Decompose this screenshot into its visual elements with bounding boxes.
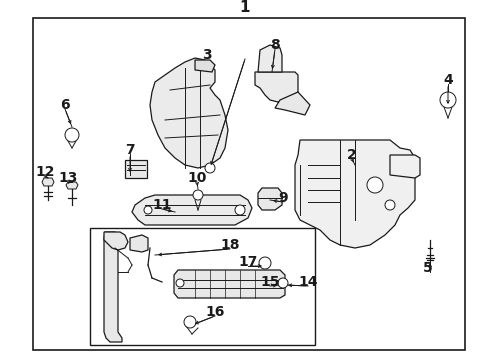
Circle shape [205,163,215,173]
Polygon shape [295,140,415,248]
Polygon shape [42,178,54,186]
Polygon shape [255,72,298,102]
Circle shape [184,316,196,328]
Text: 4: 4 [443,73,453,87]
Circle shape [259,257,271,269]
Text: 6: 6 [60,98,70,112]
Polygon shape [130,235,148,252]
Text: 3: 3 [202,48,212,62]
Text: 16: 16 [205,305,225,319]
Polygon shape [390,155,420,178]
Text: 7: 7 [125,143,135,157]
Polygon shape [195,60,215,72]
Circle shape [440,92,456,108]
Bar [90,228,315,345]
Circle shape [235,205,245,215]
Polygon shape [104,232,128,250]
Text: 2: 2 [347,148,357,162]
Text: 17: 17 [238,255,258,269]
Polygon shape [258,188,282,210]
Text: 1: 1 [240,0,250,15]
Circle shape [176,279,184,287]
Polygon shape [104,232,122,342]
Circle shape [385,200,395,210]
Polygon shape [66,182,78,189]
Text: 11: 11 [152,198,172,212]
Text: 15: 15 [260,275,280,289]
Text: 12: 12 [35,165,55,179]
Text: 18: 18 [220,238,240,252]
Circle shape [65,128,79,142]
Text: 8: 8 [270,38,280,52]
Text: 13: 13 [58,171,78,185]
Polygon shape [258,45,282,72]
Text: 14: 14 [298,275,318,289]
Circle shape [278,278,288,288]
Bar [33,18,465,350]
Circle shape [367,177,383,193]
Circle shape [144,206,152,214]
Text: 5: 5 [423,261,433,275]
Polygon shape [174,270,285,298]
Polygon shape [132,195,252,225]
Bar [125,160,147,178]
Circle shape [193,190,203,200]
Polygon shape [275,92,310,115]
Text: 9: 9 [278,191,288,205]
Polygon shape [150,58,228,168]
Text: 10: 10 [187,171,207,185]
